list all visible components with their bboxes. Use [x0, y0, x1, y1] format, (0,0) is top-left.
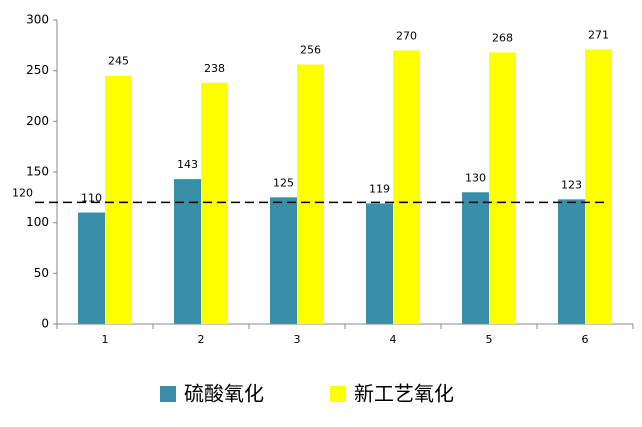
bar — [105, 75, 132, 324]
reference-label: 120 — [12, 186, 33, 199]
x-tick-label: 4 — [390, 333, 397, 346]
bar — [489, 52, 516, 324]
value-label: 110 — [81, 192, 102, 205]
bar — [585, 49, 612, 325]
value-label: 238 — [204, 62, 225, 75]
bar — [174, 179, 201, 324]
bar — [366, 203, 393, 324]
x-tick-label: 1 — [102, 333, 109, 346]
y-tick-label: 50 — [34, 266, 49, 280]
x-tick-label: 3 — [294, 333, 301, 346]
y-tick-label: 100 — [26, 215, 49, 229]
value-label: 119 — [369, 182, 390, 195]
y-tick-label: 0 — [41, 317, 49, 331]
value-label: 123 — [561, 178, 582, 191]
value-label: 143 — [177, 158, 198, 171]
legend-label: 硫酸氧化 — [184, 382, 264, 406]
x-tick-label: 2 — [198, 333, 205, 346]
bar — [201, 82, 228, 325]
value-label: 125 — [273, 176, 294, 189]
bar — [558, 199, 585, 324]
y-tick-label: 200 — [26, 114, 49, 128]
value-label: 130 — [465, 171, 486, 184]
legend-swatch — [330, 386, 346, 402]
legend-label: 新工艺氧化 — [354, 382, 454, 406]
value-label: 256 — [300, 44, 321, 57]
value-label: 271 — [588, 28, 609, 41]
x-tick-label: 5 — [486, 333, 493, 346]
y-tick-label: 300 — [26, 13, 49, 27]
value-label: 270 — [396, 29, 417, 42]
value-label: 245 — [108, 55, 129, 68]
x-tick-label: 6 — [582, 333, 589, 346]
bar — [462, 192, 489, 324]
legend-swatch — [160, 386, 176, 402]
y-tick-label: 250 — [26, 63, 49, 77]
bar — [393, 50, 420, 325]
y-tick-label: 150 — [26, 165, 49, 179]
bar — [270, 197, 297, 324]
bar — [78, 212, 105, 324]
value-label: 268 — [492, 31, 513, 44]
bar — [297, 64, 324, 324]
